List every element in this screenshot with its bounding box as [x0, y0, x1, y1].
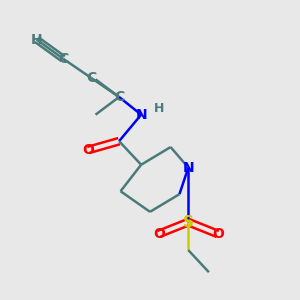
Text: O: O [212, 227, 224, 241]
Text: H: H [154, 102, 164, 115]
Text: N: N [182, 161, 194, 175]
Text: N: N [135, 108, 147, 122]
Text: O: O [153, 227, 165, 241]
Text: C: C [86, 71, 96, 85]
Text: C: C [58, 52, 68, 66]
Text: O: O [82, 143, 94, 157]
Text: H: H [31, 33, 43, 46]
Text: S: S [183, 214, 194, 230]
Text: C: C [114, 90, 124, 104]
